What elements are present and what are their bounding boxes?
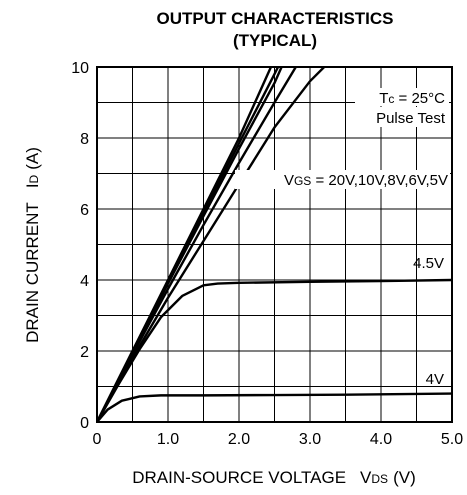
x-tick-label: 0	[93, 431, 102, 448]
annot-bg-tc	[355, 88, 449, 106]
y-tick-label: 10	[71, 60, 89, 77]
x-tick-labels: 0 1.0 2.0 3.0 4.0 5.0	[93, 431, 464, 448]
x-tick-label: 4.0	[370, 431, 392, 448]
series-line-6v	[97, 67, 297, 422]
y-tick-label: 6	[80, 202, 89, 219]
series-line-4v	[97, 392, 452, 422]
annotation-pulse: Pulse Test	[376, 110, 446, 127]
x-tick-label: 2.0	[228, 431, 250, 448]
x-tick-label: 1.0	[157, 431, 179, 448]
y-tick-label: 0	[80, 415, 89, 432]
series-group	[97, 67, 452, 422]
y-tick-label: 8	[80, 131, 89, 148]
annot-bg-pulse	[355, 107, 449, 127]
y-tick-labels: 0 2 4 6 8 10	[71, 60, 89, 432]
x-tick-label: 5.0	[441, 431, 463, 448]
chart-title: OUTPUT CHARACTERISTICS	[156, 9, 393, 28]
y-tick-label: 2	[80, 344, 89, 361]
y-axis-label: DRAIN CURRENTID(A)	[23, 147, 42, 343]
series-line-5v	[97, 67, 326, 422]
y-tick-label: 4	[80, 273, 89, 290]
annotation-tc: Tc = 25°C	[379, 90, 445, 107]
chart-subtitle: (TYPICAL)	[233, 31, 317, 50]
series-line-4-5v	[97, 278, 452, 422]
annot-bg-vgs	[235, 170, 450, 189]
label-4v: 4V	[426, 371, 444, 388]
label-4-5v: 4.5V	[413, 255, 444, 272]
annotation-vgs: VGS = 20V,10V,8V,6V,5V	[284, 172, 448, 189]
plot-frame	[96, 66, 453, 423]
x-axis-label: DRAIN-SOURCE VOLTAGE VDS (V)	[132, 468, 415, 487]
x-tick-label: 3.0	[299, 431, 321, 448]
